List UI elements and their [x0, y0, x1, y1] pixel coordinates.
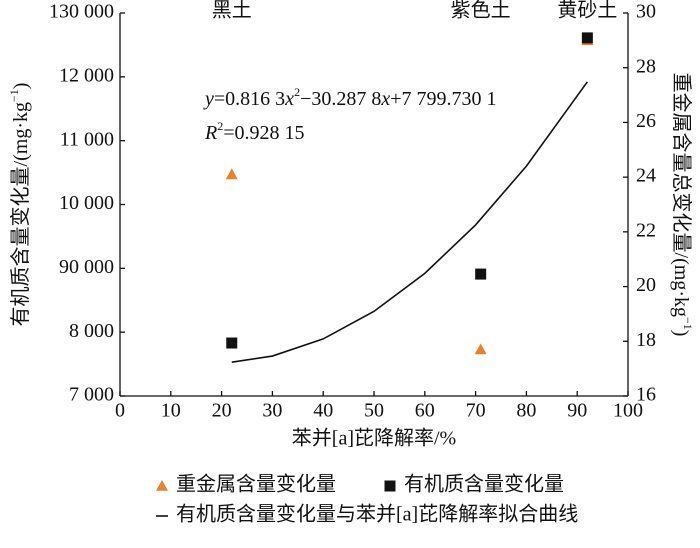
y2-tick-label: 20	[636, 274, 656, 296]
soil-label: 紫色土	[451, 0, 511, 22]
r2-part: =0.928 15	[223, 122, 304, 144]
equation-part: =0.816 3	[214, 88, 285, 110]
y2-axis-label-part: )	[670, 330, 692, 337]
equation-part: +7 799.730 1	[390, 88, 496, 110]
y2-tick-label: 28	[636, 55, 656, 77]
x-axis-label: 苯并[a]芘降解率/%	[292, 427, 456, 450]
fit-r2: R2=0.928 15	[204, 119, 305, 144]
soil-label: 黑土	[212, 0, 252, 22]
equation-part: −30.287 8	[300, 88, 381, 110]
r2-part: 2	[217, 119, 223, 133]
legend-label: 有机质含量变化量	[404, 473, 564, 496]
y2-axis-label-part: −1	[681, 317, 695, 330]
soil-label: 黄砂土	[557, 0, 617, 22]
y-tick-label: 11 000	[60, 128, 114, 150]
y-axis-label-part: )	[10, 83, 32, 90]
square-point	[226, 337, 238, 349]
x-tick-label: 0	[115, 400, 125, 422]
equation-part: 2	[294, 85, 300, 99]
y-axis-label-part: 有机质含量变化量/(mg·kg	[9, 102, 32, 326]
equation-part: x	[284, 88, 294, 110]
x-tick-label: 60	[415, 400, 435, 422]
y-tick-label: 8 000	[69, 320, 114, 342]
equation-part: x	[380, 88, 390, 110]
fit-equation: y=0.816 3x2−30.287 8x+7 799.730 1	[203, 85, 497, 110]
triangle-point	[225, 168, 238, 180]
x-tick-label: 30	[262, 400, 282, 422]
legend-label: 重金属含量变化量	[176, 473, 336, 496]
x-tick-label: 50	[364, 400, 384, 422]
y2-tick-label: 26	[636, 110, 656, 132]
y-axis-label-part: −1	[7, 89, 21, 102]
y2-tick-label: 16	[636, 384, 656, 406]
triangle-point	[474, 343, 487, 355]
y-tick-label: 90 000	[59, 256, 114, 278]
y-tick-label: 7 000	[69, 384, 114, 406]
y-tick-label: 130 000	[49, 1, 114, 23]
square-point	[581, 32, 593, 44]
y-tick-label: 10 000	[59, 192, 114, 214]
square-point	[475, 268, 487, 280]
x-tick-label: 70	[466, 400, 486, 422]
fit-curve	[231, 81, 589, 364]
y2-tick-label: 18	[636, 329, 656, 351]
r2-part: R	[204, 122, 217, 144]
legend-square	[384, 480, 396, 492]
equation-part: y	[203, 88, 214, 110]
x-tick-label: 80	[516, 400, 536, 422]
y-tick-label: 12 000	[59, 64, 114, 86]
x-tick-label: 20	[212, 400, 232, 422]
x-tick-label: 100	[613, 400, 643, 422]
y2-axis-label: 重金属含量总变化量/(mg·kg−1)	[670, 73, 695, 337]
y2-tick-label: 22	[636, 219, 656, 241]
y2-axis-label-part: 重金属含量总变化量/(mg·kg	[670, 73, 693, 317]
legend-label: 有机质含量变化量与苯并[a]芘降解率拟合曲线	[176, 503, 578, 526]
y2-tick-label: 24	[636, 165, 656, 187]
x-tick-label: 10	[161, 400, 181, 422]
x-tick-label: 90	[567, 400, 587, 422]
y2-tick-label: 30	[636, 1, 656, 23]
legend-triangle	[156, 480, 168, 491]
x-tick-label: 40	[313, 400, 333, 422]
y-axis-label: 有机质含量变化量/(mg·kg−1)	[7, 83, 32, 327]
